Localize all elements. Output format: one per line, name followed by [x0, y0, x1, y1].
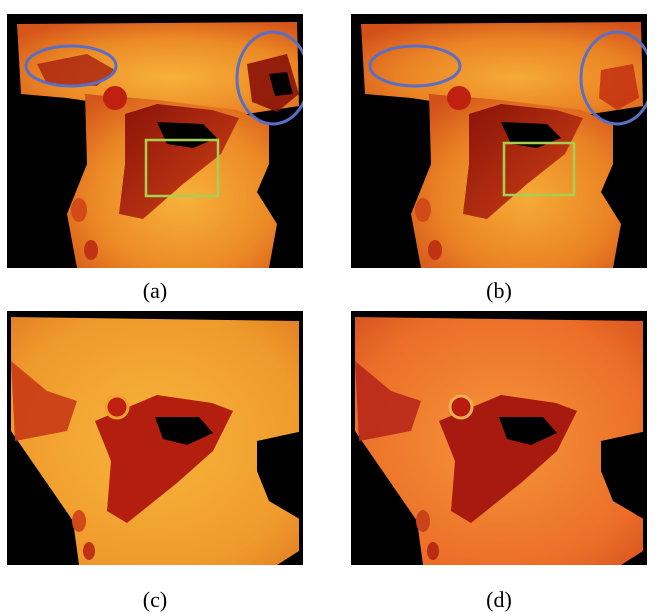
panel-a-image	[7, 14, 303, 268]
artifact-box	[502, 141, 576, 197]
artifact-ellipse-right	[579, 30, 647, 126]
panel-b-render	[351, 14, 647, 268]
artifact-ellipse-left	[24, 44, 118, 88]
panel-b-image	[351, 14, 647, 268]
artifact-ellipse-left	[368, 44, 462, 88]
artifact-box	[144, 138, 220, 198]
caption-b: (b)	[486, 278, 512, 303]
panel-a-render	[7, 14, 303, 268]
caption-a: (a)	[142, 278, 168, 303]
panel-c-render	[7, 311, 303, 565]
artifact-ellipse-right	[235, 30, 303, 126]
caption-d: (d)	[486, 587, 512, 612]
panel-c-image	[7, 311, 303, 565]
panel-d-render	[351, 311, 647, 565]
panel-d-image	[351, 311, 647, 565]
caption-c: (c)	[142, 587, 168, 612]
